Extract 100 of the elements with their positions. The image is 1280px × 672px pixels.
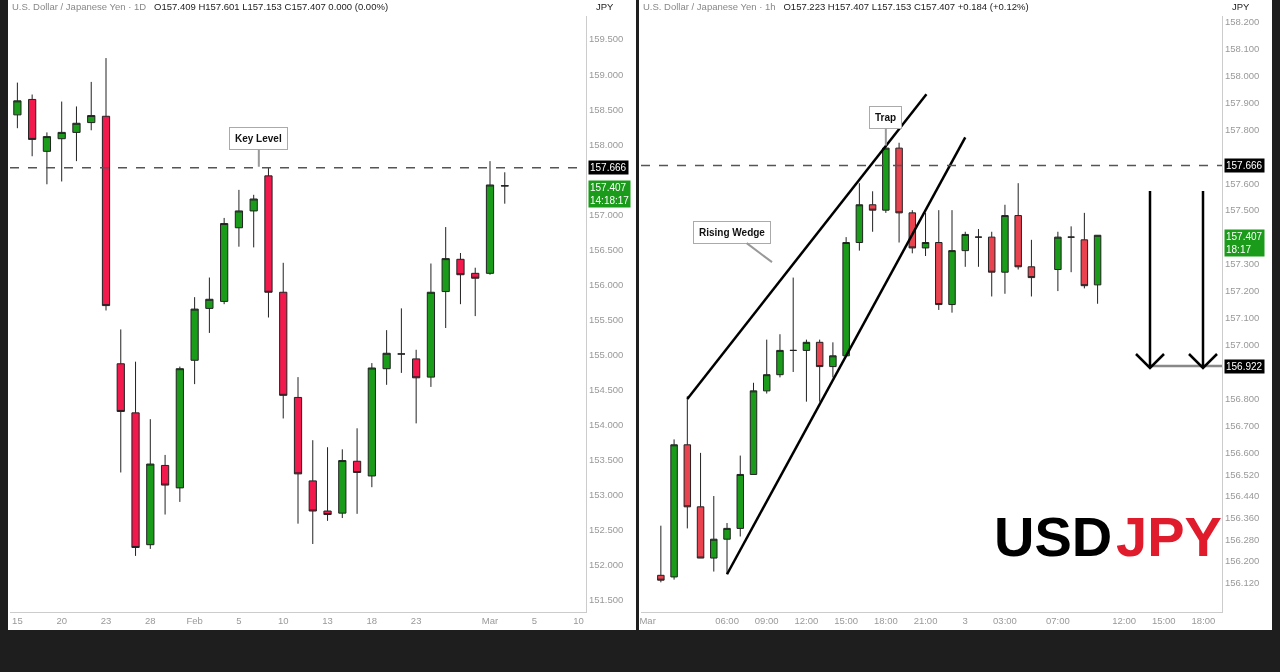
candlestick: [308, 439, 317, 545]
y-tick-label: 156.500: [588, 243, 624, 255]
x-tick-label: 15:00: [834, 615, 859, 627]
candlestick: [485, 160, 495, 276]
candlestick: [116, 328, 125, 473]
y-tick-label: 159.000: [588, 68, 624, 80]
x-tick-label: 10: [277, 615, 289, 627]
candlestick: [736, 455, 744, 537]
candlestick: [338, 448, 347, 519]
x-tick-label: 15: [12, 615, 23, 627]
candlestick: [961, 231, 969, 268]
candlestick: [190, 296, 199, 385]
x-tick-label: 23: [100, 615, 112, 627]
x-tick-label: 5: [531, 615, 537, 627]
candlestick: [696, 452, 705, 559]
candlestick: [249, 194, 258, 248]
candlestick: [13, 82, 22, 129]
x-tick-label: 28: [145, 615, 156, 627]
y-tick-label: 154.000: [588, 419, 624, 431]
candlestick: [842, 236, 850, 357]
candlestick: [710, 495, 718, 573]
candlestick: [974, 228, 983, 268]
candlestick: [412, 349, 421, 424]
y-tick-label: 156.120: [1224, 576, 1260, 588]
candlestick: [101, 57, 111, 311]
y-tick-label: 158.100: [1224, 42, 1260, 54]
candlestick: [1001, 204, 1009, 295]
x-tick-label: 18: [366, 615, 378, 627]
candlestick: [948, 209, 956, 314]
candlestick: [657, 525, 665, 583]
x-tick-label: 12:00: [794, 615, 819, 627]
x-tick-label: Mar: [481, 615, 499, 627]
candlestick: [279, 262, 288, 419]
x-tick-label: 18:00: [873, 615, 898, 627]
y-tick-label: 152.000: [588, 559, 624, 571]
candlestick: [264, 167, 273, 319]
y-tick-label: 152.500: [588, 524, 624, 536]
candlestick: [456, 252, 465, 305]
candlestick: [670, 438, 678, 581]
candlestick: [220, 217, 229, 305]
x-tick-label: 07:00: [1046, 615, 1070, 627]
y-tick-label: 157.300: [1224, 258, 1260, 270]
candlestick: [57, 101, 66, 182]
y-tick-label: 157.000: [1224, 339, 1260, 351]
x-tick-label: 21:00: [913, 615, 938, 627]
chart-subtitle: O157.223 H157.407 L157.153 C157.407 +0.184 (+0.12%): [783, 1, 1029, 12]
annotation: USD: [994, 505, 1113, 568]
y-tick-label: 158.500: [588, 103, 624, 115]
annotation: Key Level: [235, 133, 282, 144]
candlestick: [723, 522, 731, 575]
candlestick: [987, 231, 996, 297]
y-tick-label: 154.500: [588, 384, 624, 396]
candlestick: [762, 339, 771, 395]
candlestick: [749, 382, 758, 475]
y-tick-label: 156.440: [1224, 490, 1260, 502]
candlestick: [72, 105, 81, 162]
candlestick: [352, 427, 362, 515]
x-tick-label: 10: [573, 615, 584, 627]
text: 157.407 18:17: [1226, 231, 1263, 255]
candlestick: [234, 189, 244, 248]
x-tick-label: 09:00: [754, 615, 779, 627]
candlestick: [441, 226, 450, 329]
y-tick-label: 157.600: [1224, 177, 1260, 189]
candlestick: [500, 171, 509, 205]
y-tick-label: 156.520: [1224, 468, 1260, 480]
chart-subtitle: O157.409 H157.601 L157.153 C157.407 0.000 (0.00%): [154, 1, 389, 12]
candlestick: [42, 131, 52, 185]
candlestick: [789, 277, 797, 373]
annotation: Trap: [875, 112, 897, 123]
candlestick: [205, 277, 214, 334]
candlestick: [146, 418, 155, 550]
x-tick-label: 20: [56, 615, 67, 627]
x-tick-label: 5: [236, 615, 242, 627]
x-tick-label: 13: [322, 615, 333, 627]
chart-title: U.S. Dollar / Japanese Yen · 1D: [12, 1, 147, 12]
candlestick: [367, 362, 376, 488]
x-tick-label: 06:00: [715, 615, 739, 627]
x-tick-label: 18:00: [1191, 615, 1216, 627]
candlestick: [28, 94, 37, 157]
candlestick: [683, 395, 692, 529]
x-tick-label: 23: [410, 615, 422, 627]
annotation: 156.922: [1226, 361, 1263, 372]
y-tick-label: 156.800: [1224, 393, 1260, 405]
candlestick: [802, 339, 811, 403]
x-tick-label: 12:00: [1112, 615, 1136, 627]
y-tick-label: 157.100: [1224, 312, 1260, 324]
candlestick: [131, 361, 140, 557]
annotation: Rising Wedge: [699, 227, 766, 238]
y-tick-label: 155.500: [588, 313, 624, 325]
y-tick-label: 158.200: [1224, 15, 1260, 27]
y-tick-label: 156.600: [1224, 447, 1260, 459]
x-tick-label: Mar: [639, 615, 656, 627]
candlestick: [855, 182, 864, 252]
y-tick-label: 156.360: [1224, 511, 1260, 523]
candlestick: [776, 333, 784, 378]
y-tick-label: 159.500: [588, 33, 624, 45]
x-tick-label: 03:00: [993, 615, 1017, 627]
y-tick-label: 156.280: [1224, 533, 1260, 545]
y-tick-label: 155.000: [588, 349, 624, 360]
candlestick: [829, 341, 837, 378]
